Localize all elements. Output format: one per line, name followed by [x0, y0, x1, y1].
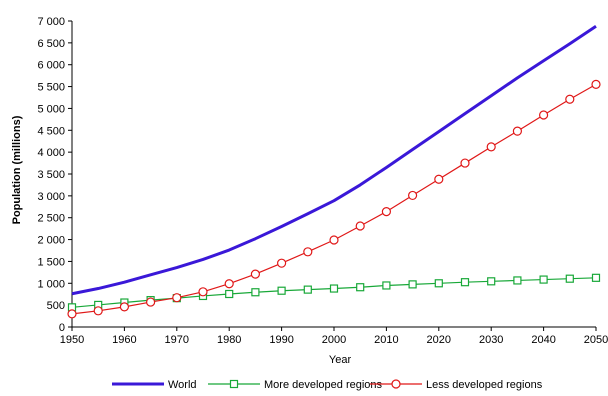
x-tick-label: 2010	[374, 334, 398, 346]
y-tick-label: 0	[59, 322, 65, 334]
data-point	[93, 306, 103, 316]
data-point	[277, 286, 286, 295]
y-tick-label: 6 000	[37, 60, 65, 72]
y-tick-label: 1 000	[37, 278, 65, 290]
series-0	[71, 25, 597, 296]
data-point	[356, 283, 365, 292]
y-tick-label: 500	[47, 300, 65, 312]
data-point	[67, 309, 77, 319]
legend-item: Less developed regions	[370, 379, 543, 391]
x-tick-label: 2050	[584, 334, 608, 346]
data-point	[591, 79, 601, 89]
x-axis: 1950 1960 1970 1980 1990 2000 2010 2020 2030 2040…	[60, 326, 608, 346]
data-point	[591, 273, 601, 282]
series-layer	[67, 25, 601, 319]
legend-item: World	[112, 379, 197, 391]
legend: World More developed regions Less develope…	[112, 379, 543, 391]
data-point	[487, 277, 496, 286]
data-point	[408, 190, 418, 201]
y-tick-label: 5 500	[37, 82, 65, 94]
legend-label: More developed regions	[264, 379, 383, 391]
y-axis-title: Population (millions)	[11, 115, 23, 224]
data-point	[303, 247, 313, 257]
legend-marker	[391, 379, 401, 389]
data-point	[277, 258, 287, 268]
data-point	[539, 275, 548, 284]
x-tick-label: 2040	[531, 334, 555, 346]
x-tick-label: 2020	[427, 334, 451, 346]
series-line	[71, 25, 597, 296]
y-tick-label: 5 000	[37, 103, 65, 115]
x-tick-label: 2030	[479, 334, 503, 346]
x-tick-label: 1960	[112, 334, 136, 346]
y-tick-label: 3 000	[37, 191, 65, 203]
data-point	[565, 274, 574, 283]
y-tick-label: 3 500	[37, 169, 65, 181]
y-tick-label: 7 000	[37, 16, 65, 28]
data-point	[250, 269, 260, 279]
data-point	[460, 158, 470, 168]
data-point	[146, 297, 156, 307]
y-axis: 0 500 1 000 1 500 2 000 2 500 3 000 3 500 4 000 4…	[37, 16, 73, 334]
x-tick-label: 2000	[322, 334, 346, 346]
x-tick-label: 1950	[60, 334, 84, 346]
series-1	[67, 273, 601, 312]
legend-label: World	[168, 379, 197, 391]
data-point	[225, 289, 234, 299]
data-point	[434, 279, 443, 288]
data-point	[512, 126, 523, 136]
x-tick-label: 1990	[269, 334, 293, 346]
legend-label: Less developed regions	[426, 379, 543, 391]
data-point	[538, 110, 549, 120]
data-point	[408, 280, 417, 289]
legend-marker	[229, 379, 239, 389]
x-tick-label: 1980	[217, 334, 241, 346]
data-point	[382, 281, 391, 290]
data-point	[329, 284, 339, 293]
x-tick-label: 1970	[165, 334, 189, 346]
data-point	[172, 293, 182, 303]
y-tick-label: 4 000	[37, 147, 65, 159]
data-point	[224, 279, 234, 289]
series-2	[67, 79, 601, 319]
data-point	[303, 285, 312, 294]
data-point	[513, 276, 522, 285]
data-point	[119, 302, 130, 312]
data-point	[434, 174, 444, 184]
data-point	[251, 288, 260, 297]
data-point	[486, 142, 496, 152]
y-tick-label: 2 000	[37, 235, 65, 247]
data-point	[381, 206, 391, 217]
data-point	[355, 221, 365, 231]
y-tick-label: 4 500	[37, 125, 65, 137]
data-point	[329, 235, 339, 245]
y-tick-label: 2 500	[37, 213, 65, 225]
legend-item: More developed regions	[208, 379, 383, 391]
data-point	[198, 287, 208, 297]
y-tick-label: 6 500	[37, 38, 65, 50]
y-tick-label: 1 500	[37, 256, 65, 268]
data-point	[460, 278, 470, 287]
x-axis-title: Year	[329, 354, 352, 366]
data-point	[565, 94, 575, 104]
